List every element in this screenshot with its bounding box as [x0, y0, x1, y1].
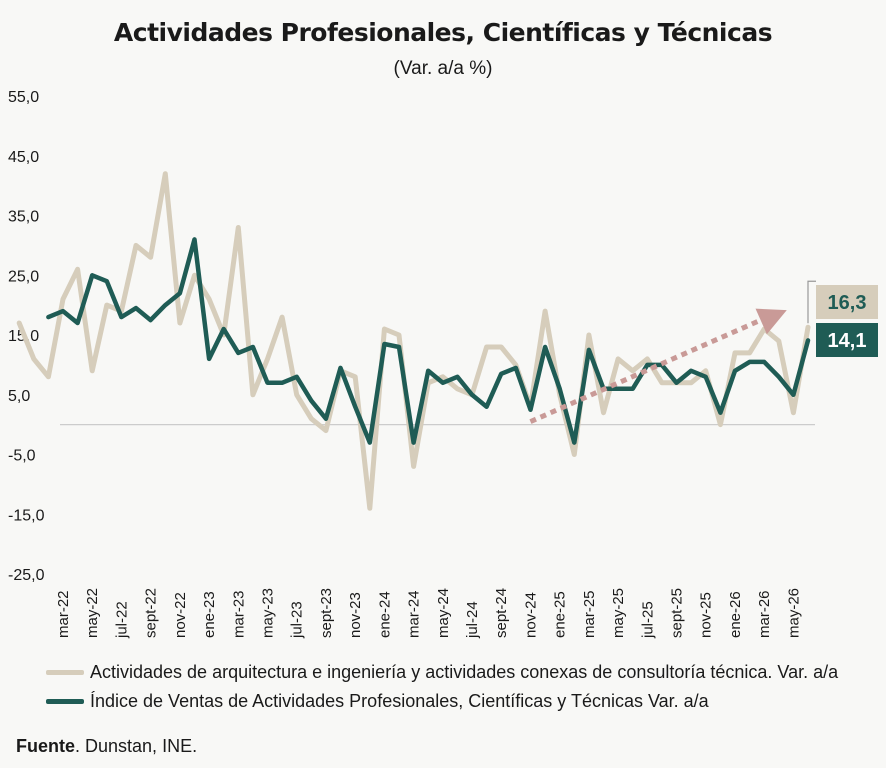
trend-arrow-head — [755, 308, 787, 335]
legend-item-2: Índice de Ventas de Actividades Profesio… — [46, 691, 709, 712]
end-label-box-1 — [816, 285, 878, 319]
y-tick-label: -25,0 — [8, 567, 45, 584]
series-line-2 — [46, 237, 811, 445]
x-tick-label: mar-24 — [406, 590, 423, 638]
x-tick-label: nov-23 — [347, 592, 364, 638]
x-tick-label: mar-25 — [581, 590, 598, 638]
x-tick-label: may-22 — [84, 588, 101, 638]
x-tick-label: jul-22 — [113, 601, 130, 639]
x-tick-label: sept-22 — [143, 588, 160, 638]
x-tick-label: nov-24 — [522, 592, 539, 638]
x-tick-label: may-26 — [785, 588, 802, 638]
chart-subtitle: (Var. a/a %) — [393, 58, 493, 79]
source-text: . Dunstan, INE. — [75, 736, 198, 756]
x-tick-label: sept-25 — [669, 588, 686, 638]
end-label-2: 14,1 — [828, 330, 867, 352]
legend-item-1: Actividades de arquitectura e ingeniería… — [46, 662, 838, 683]
x-tick-label: jul-24 — [464, 601, 481, 639]
x-tick-label: may-23 — [260, 588, 277, 638]
x-tick-label: ene-23 — [201, 591, 218, 638]
x-tick-label: mar-23 — [230, 590, 247, 638]
trend-arrow-line — [529, 317, 762, 424]
x-tick-label: nov-25 — [698, 592, 715, 638]
end-label-box-2 — [816, 323, 878, 357]
x-tick-label: sept-23 — [318, 588, 335, 638]
y-tick-label: 25,0 — [8, 268, 39, 285]
series-line-1 — [16, 171, 811, 511]
x-tick-label: nov-22 — [172, 592, 189, 638]
y-tick-label: -5,0 — [8, 448, 36, 465]
y-tick-label: 45,0 — [8, 149, 39, 166]
source-note: Fuente. Dunstan, INE. — [16, 736, 197, 757]
legend-swatch-1 — [46, 670, 84, 675]
source-label: Fuente — [16, 736, 76, 756]
legend-swatch-2 — [46, 699, 84, 704]
legend-label-2: Índice de Ventas de Actividades Profesio… — [90, 691, 709, 711]
x-tick-label: sept-24 — [493, 588, 510, 638]
end-label-1: 16,3 — [828, 292, 867, 314]
y-tick-label: 35,0 — [8, 209, 39, 226]
x-tick-label: ene-26 — [727, 591, 744, 638]
x-tick-label: mar-22 — [55, 590, 72, 638]
x-tick-label: may-24 — [435, 588, 452, 638]
end-label-connector — [807, 280, 816, 324]
x-tick-label: jul-23 — [289, 601, 306, 639]
x-tick-label: mar-26 — [756, 590, 773, 638]
x-tick-label: ene-24 — [376, 591, 393, 638]
x-tick-label: jul-25 — [639, 601, 656, 639]
y-tick-label: 55,0 — [8, 89, 39, 106]
y-tick-label: 5,0 — [8, 388, 30, 405]
x-tick-label: may-25 — [610, 588, 627, 638]
y-tick-label: -15,0 — [8, 507, 45, 524]
chart-title: Actividades Profesionales, Científicas y… — [113, 18, 773, 47]
x-tick-label: ene-25 — [552, 591, 569, 638]
legend-label-1: Actividades de arquitectura e ingeniería… — [90, 662, 839, 682]
